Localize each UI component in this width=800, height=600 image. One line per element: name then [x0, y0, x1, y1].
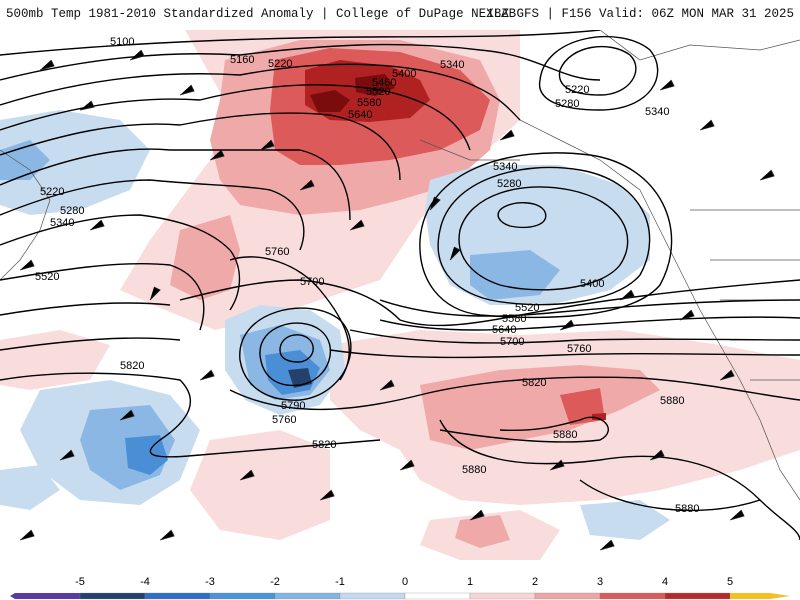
contour-label: 5280	[497, 178, 521, 190]
contour-label: 5400	[580, 278, 604, 290]
anomaly-colorbar: -5 -4 -3 -2 -1 0 1 2 3 4 5	[0, 571, 800, 600]
colorbar-tick-label: -2	[270, 576, 280, 588]
contour-label: 5820	[312, 439, 336, 451]
contour-label: 5640	[492, 324, 516, 336]
map-header: 500mb Temp 1981-2010 Standardized Anomal…	[0, 0, 800, 30]
contour-label: 5760	[567, 343, 591, 355]
contour-label: 5340	[50, 217, 74, 229]
colorbar-tick-label: 5	[727, 576, 733, 588]
header-title-right: 18Z GFS | F156 Valid: 06Z MON MAR 31 202…	[486, 7, 794, 21]
contour-label: 5640	[348, 109, 372, 121]
contour-label: 5220	[40, 186, 64, 198]
colorbar-tick-label: -1	[335, 576, 345, 588]
contour-label: 5880	[462, 464, 486, 476]
colorbar-tick-label: -4	[140, 576, 150, 588]
contour-label: 5700	[300, 276, 324, 288]
contour-labels: 5100 5160 5220 5400 5340 5460 5520 5580 …	[35, 36, 699, 515]
colorbar-swatch	[404, 592, 471, 600]
height-contours	[0, 30, 800, 541]
contour-label: 5820	[120, 360, 144, 372]
contour-label: 5880	[675, 503, 699, 515]
colorbar-swatch	[339, 592, 406, 600]
contour-label: 5760	[265, 246, 289, 258]
colorbar-swatch	[770, 593, 790, 599]
contour-label: 5760	[272, 414, 296, 426]
contour-label: 5580	[357, 97, 381, 109]
colorbar-swatch	[664, 592, 731, 600]
colorbar-swatch	[599, 592, 666, 600]
colorbar-swatch	[15, 593, 80, 599]
colorbar-tick-label: 3	[597, 576, 603, 588]
colorbar-swatch	[534, 592, 601, 600]
colorbar-tick-labels: -5 -4 -3 -2 -1 0 1 2 3 4 5	[75, 576, 733, 588]
colorbar-swatch	[144, 592, 211, 600]
contour-label: 5790	[281, 400, 305, 412]
header-title-left: 500mb Temp 1981-2010 Standardized Anomal…	[6, 7, 517, 21]
colorbar-tick-label: 0	[402, 576, 408, 588]
anomaly-map: 5100 5160 5220 5400 5340 5460 5520 5580 …	[0, 30, 800, 571]
positive-anomaly-shading	[0, 30, 800, 560]
contour-label: 5520	[35, 271, 59, 283]
colorbar-swatches	[10, 592, 790, 600]
colorbar-tick-label: 2	[532, 576, 538, 588]
contour-label: 5520	[515, 302, 539, 314]
contour-label: 5340	[440, 59, 464, 71]
contour-label: 5220	[565, 84, 589, 96]
contour-label: 5520	[366, 86, 390, 98]
contour-label: 5280	[60, 205, 84, 217]
colorbar-swatch	[209, 592, 276, 600]
colorbar-swatch	[10, 593, 15, 599]
contour-label: 5340	[645, 106, 669, 118]
colorbar-tick-label: -3	[205, 576, 215, 588]
contour-label: 5460	[372, 77, 396, 89]
colorbar-swatch	[469, 592, 536, 600]
colorbar-tick-label: -5	[75, 576, 85, 588]
contour-label: 5400	[392, 68, 416, 80]
contour-label: 5280	[555, 98, 579, 110]
contour-label: 5820	[522, 377, 546, 389]
colorbar-swatch	[730, 593, 770, 599]
contour-label: 5880	[660, 395, 684, 407]
colorbar-swatch	[274, 592, 341, 600]
contour-label: 5220	[268, 58, 292, 70]
wind-barbs	[19, 49, 775, 551]
contour-label: 5340	[493, 161, 517, 173]
colorbar-swatch	[79, 592, 146, 600]
contour-label: 5580	[502, 313, 526, 325]
contour-label: 5880	[553, 429, 577, 441]
contour-label: 5700	[500, 336, 524, 348]
colorbar-tick-label: 4	[662, 576, 668, 588]
contour-label: 5100	[110, 36, 134, 48]
colorbar-tick-label: 1	[467, 576, 473, 588]
contour-label: 5160	[230, 54, 254, 66]
